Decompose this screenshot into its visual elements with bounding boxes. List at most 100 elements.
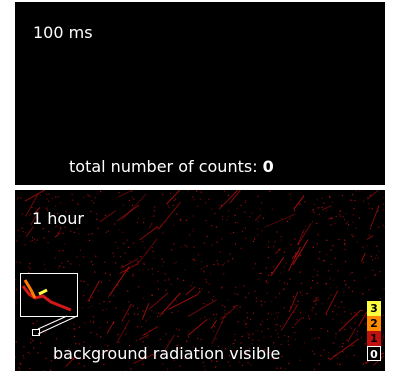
radiation-hit: [339, 363, 341, 366]
radiation-hit: [374, 257, 376, 259]
radiation-hit: [227, 361, 230, 363]
radiation-hit: [65, 211, 67, 213]
radiation-hit: [165, 289, 167, 291]
radiation-hit: [16, 240, 18, 242]
radiation-hit: [374, 274, 376, 276]
radiation-hit: [280, 367, 282, 369]
radiation-hit: [351, 290, 353, 292]
radiation-hit: [97, 290, 100, 292]
radiation-hit: [283, 251, 285, 253]
radiation-hit: [90, 320, 92, 323]
radiation-hit: [168, 278, 170, 280]
radiation-hit: [350, 345, 353, 347]
radiation-hit: [197, 356, 199, 358]
radiation-hit: [119, 256, 122, 258]
radiation-hit: [30, 338, 32, 340]
radiation-hit: [96, 213, 98, 215]
radiation-hit: [193, 246, 195, 248]
radiation-hit: [343, 291, 345, 293]
radiation-hit: [258, 345, 260, 347]
radiation-hit: [175, 301, 178, 303]
radiation-hit: [107, 296, 110, 298]
radiation-hit: [264, 349, 266, 351]
radiation-hit: [102, 309, 104, 311]
radiation-hit: [133, 242, 135, 244]
radiation-hit: [217, 263, 219, 265]
radiation-hit: [294, 209, 296, 212]
radiation-hit: [245, 237, 247, 239]
radiation-hit: [379, 297, 381, 300]
radiation-hit: [295, 252, 297, 254]
radiation-hit: [234, 243, 237, 245]
radiation-hit: [344, 311, 346, 313]
radiation-hit: [54, 257, 56, 259]
radiation-hit: [31, 240, 33, 242]
radiation-hit: [329, 196, 331, 198]
radiation-hit: [221, 286, 223, 288]
radiation-hit: [73, 328, 75, 330]
radiation-hit: [377, 257, 379, 259]
radiation-hit: [246, 312, 248, 314]
radiation-hit: [108, 349, 110, 351]
radiation-hit: [257, 220, 259, 222]
radiation-hit: [325, 283, 327, 285]
radiation-hit: [278, 336, 280, 339]
radiation-hit: [149, 316, 151, 318]
radiation-hit: [224, 310, 226, 312]
radiation-hit: [326, 254, 328, 256]
radiation-hit: [88, 300, 91, 302]
radiation-track: [296, 228, 305, 246]
radiation-hit: [223, 262, 225, 264]
radiation-track: [148, 222, 153, 229]
radiation-hit: [383, 226, 385, 228]
radiation-hit: [163, 354, 166, 356]
radiation-hit: [172, 204, 174, 206]
radiation-hit: [265, 281, 267, 283]
radiation-hit: [227, 215, 229, 218]
radiation-hit: [130, 368, 132, 370]
radiation-hit: [310, 327, 313, 330]
radiation-hit: [254, 290, 256, 292]
radiation-hit: [230, 233, 232, 235]
radiation-hit: [106, 321, 108, 323]
radiation-hit: [32, 340, 34, 342]
radiation-hit: [83, 365, 85, 367]
radiation-hit: [164, 279, 166, 281]
radiation-hit: [354, 312, 356, 314]
radiation-hit: [299, 271, 301, 273]
radiation-hit: [362, 246, 364, 248]
radiation-hit: [274, 346, 276, 348]
radiation-track: [325, 290, 339, 315]
radiation-hit: [358, 217, 360, 219]
radiation-hit: [354, 200, 356, 202]
radiation-hit: [365, 316, 367, 318]
radiation-hit: [359, 190, 361, 192]
radiation-hit: [308, 318, 310, 320]
radiation-hit: [248, 292, 250, 294]
radiation-hit: [215, 338, 217, 340]
radiation-hit: [15, 301, 17, 303]
radiation-hit: [260, 324, 262, 326]
radiation-hit: [157, 316, 159, 318]
radiation-hit: [355, 190, 357, 192]
radiation-hit: [250, 318, 252, 320]
radiation-hit: [294, 303, 296, 306]
radiation-hit: [142, 363, 144, 365]
radiation-hit: [137, 307, 139, 309]
radiation-hit: [237, 222, 239, 224]
radiation-hit: [168, 340, 170, 342]
radiation-track: [312, 299, 320, 303]
radiation-hit: [358, 325, 360, 327]
radiation-hit: [339, 346, 341, 348]
radiation-hit: [214, 212, 216, 214]
radiation-hit: [345, 213, 347, 215]
radiation-hit: [294, 332, 296, 334]
radiation-hit: [223, 190, 226, 192]
radiation-hit: [335, 313, 337, 316]
radiation-hit: [192, 231, 195, 233]
panel-divider: [15, 185, 385, 190]
radiation-hit: [78, 233, 80, 235]
radiation-hit: [171, 311, 173, 314]
radiation-hit: [237, 309, 239, 311]
radiation-hit: [344, 260, 347, 262]
